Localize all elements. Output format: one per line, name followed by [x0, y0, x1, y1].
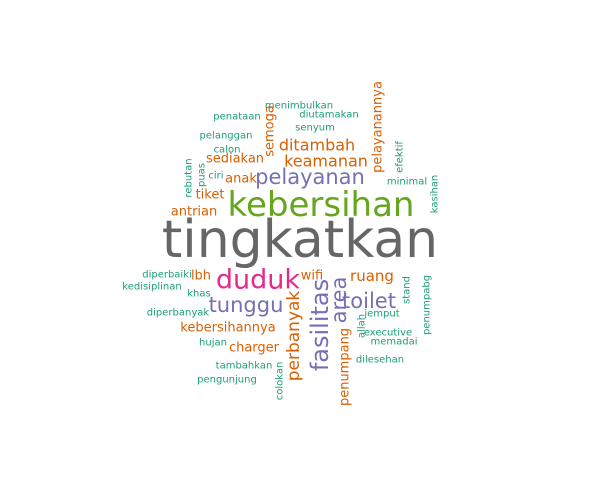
word-tiket: tiket [196, 188, 225, 203]
word-calon: calon [214, 145, 241, 156]
word-colokan: colokan [275, 362, 286, 401]
word-penataan: penataan [213, 112, 260, 123]
word-penumpabg: penumpabg [422, 275, 433, 335]
word-area: area [327, 277, 351, 324]
word-ditambah: ditambah [279, 136, 355, 155]
word-senyum: senyum [295, 123, 335, 134]
word-ciri: ciri [208, 171, 223, 182]
word-allah: allah [357, 314, 368, 338]
word-pelanggan: pelanggan [200, 131, 253, 142]
word-charger: charger [229, 341, 280, 356]
word-kebersihannya: kebersihannya [180, 321, 275, 336]
word-tunggu: tunggu [209, 293, 284, 317]
word-wifi: wifi [301, 269, 323, 284]
word-efektif: efektif [395, 141, 406, 173]
word-duduk: duduk [216, 265, 301, 296]
word-menimbulkan: menimbulkan [265, 101, 333, 112]
word-rebutan: rebutan [184, 158, 195, 197]
word-stand: stand [402, 276, 413, 304]
word-hujan: hujan [199, 338, 227, 349]
word-anak: anak [225, 172, 257, 187]
word-puas: puas [197, 163, 208, 187]
word-perbanyak: perbanyak [284, 291, 304, 382]
word-lbh: lbh [191, 269, 211, 284]
word-kebersihan: kebersihan [228, 185, 415, 225]
word-kedisiplinan: kedisiplinan [122, 282, 181, 293]
word-khas: khas [187, 289, 210, 300]
word-semoga: semoga [263, 105, 278, 157]
word-penumpang: penumpang [338, 328, 353, 406]
word-minimal: minimal [387, 177, 427, 188]
word-diutamakan: diutamakan [299, 110, 358, 121]
word-keamanan: keamanan [284, 152, 368, 171]
word-executive: executive [364, 328, 412, 339]
word-kasihan: kasihan [430, 175, 441, 214]
word-pelayanannya: pelayanannya [371, 81, 386, 173]
word-diperbaiki: diperbaiki [142, 270, 192, 281]
word-memadai: memadai [370, 337, 417, 348]
word-toilet: toilet [342, 289, 396, 313]
word-diperbanyak: diperbanyak [147, 308, 210, 319]
word-fasilitas: fasilitas [306, 279, 334, 371]
word-antrian: antrian [171, 205, 217, 220]
word-pelayanan: pelayanan [255, 165, 365, 189]
word-sediakan: sediakan [206, 152, 264, 167]
word-ruang: ruang [350, 267, 394, 285]
word-tingkatkan: tingkatkan [162, 210, 438, 270]
word-pengunjung: pengunjung [197, 375, 257, 386]
word-tambahkan: tambahkan [216, 361, 273, 372]
word-jemput: jemput [363, 309, 399, 320]
word-dilesehan: dilesehan [356, 355, 404, 366]
